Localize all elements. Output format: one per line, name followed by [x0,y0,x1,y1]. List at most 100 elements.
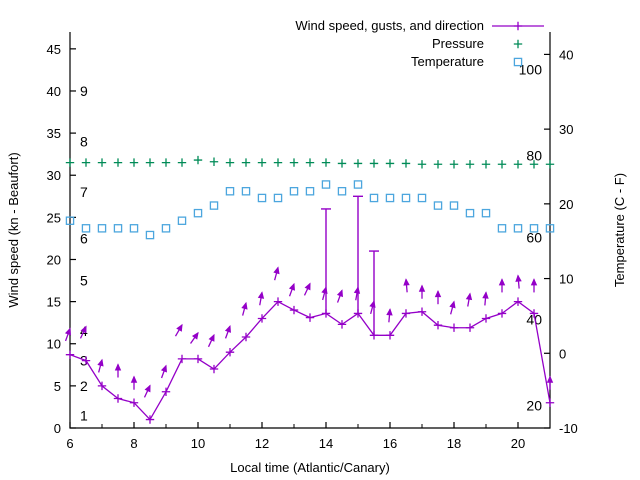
wind-direction-arrow [498,278,506,293]
legend-label: Pressure [432,36,484,51]
pressure-point [369,159,379,168]
x-tick-label: 16 [383,436,397,451]
axis-lines [69,32,551,429]
wind-direction-arrow [207,333,215,348]
wind-speed-point [241,332,251,342]
pressure-point [497,160,507,169]
wind-direction-arrow [449,300,456,315]
wind-direction-arrows [64,266,554,398]
temperature-point [337,186,347,196]
x-tick-label: 10 [191,436,205,451]
left-tick-label: 5 [54,379,61,394]
arrow-head [386,308,393,316]
arrow-head [546,375,554,383]
wind-direction-arrow [288,282,295,297]
x-tick-label: 20 [511,436,525,451]
temperature-point [65,216,75,225]
temperature-point [497,224,507,233]
temperature-point [177,216,187,225]
x-tick-label: 18 [447,436,461,451]
wind-speed-markers [65,297,555,424]
arrow-head [144,384,151,393]
temperature-point [113,224,123,233]
temperature-point [273,193,283,203]
fahrenheit-label: 80 [526,147,542,163]
pressure-point [289,158,299,167]
pressure-point [241,158,251,167]
arrow-head [465,292,473,301]
temperature-point [369,193,379,203]
arrow-head [257,291,265,299]
arrow-head [304,282,311,291]
wind-speed-point [289,305,299,315]
wind-direction-arrow [434,289,442,305]
arrow-head [369,300,376,308]
pressure-point [337,159,347,168]
y-axis-title-left: Wind speed (kn - Beaufort) [6,152,21,307]
left-tick-label: 15 [47,295,61,310]
series-temperature [65,180,555,240]
temperature-point [145,230,155,240]
legend-label: Temperature [411,54,484,69]
pressure-point [97,158,107,167]
pressure-point [177,158,187,167]
arrow-head [64,327,71,336]
wind-direction-arrow [241,301,248,316]
pressure-point [225,158,235,167]
arrow-head [80,325,87,334]
arrow-head [288,282,295,291]
left-tick-label: 25 [47,210,61,225]
temperature-point [321,180,331,189]
wind-speed-point [65,350,75,359]
wind-speed-point [177,354,187,364]
arrow-head [403,278,410,286]
left-tick-label: 40 [47,84,61,99]
arrow-head [353,286,361,294]
arrow-head [336,289,343,298]
fahrenheit-scale-labels: 20 40 60 80 100 [519,61,543,413]
temperature-point [465,208,475,218]
pressure-point [513,160,523,169]
wind-speed-point [97,381,107,391]
left-axis-ticks: 0 5 10 15 20 25 30 35 40 45 [47,42,76,436]
x-tick-label: 12 [255,436,269,451]
wind-direction-arrow [336,289,343,303]
arrow-head [449,300,456,309]
y-axis-title-right: Temperature (C - F) [612,173,627,287]
series-pressure [65,155,555,169]
temperature-point [353,180,363,189]
arrow-head [498,278,506,286]
fahrenheit-label: 60 [526,229,542,245]
arrow-head [191,331,199,340]
wind-speed-point [433,321,443,330]
wind-speed-point [545,398,555,407]
temperature-point [81,224,91,233]
pressure-point [65,158,75,167]
legend-label: Wind speed, gusts, and direction [295,18,484,33]
temperature-point [257,193,267,203]
temperature-point [161,224,171,233]
wind-direction-arrow [160,364,167,379]
pressure-point [449,160,459,169]
wind-speed-point [529,309,539,318]
legend-key-marker [513,39,523,49]
beaufort-label: 1 [80,407,88,423]
wind-direction-arrow [257,291,265,306]
temperature-point [385,193,395,203]
pressure-point [481,160,491,169]
wind-speed-point [81,356,91,365]
temperature-point [209,201,219,210]
fahrenheit-label: 20 [526,398,542,414]
wind-direction-arrow [386,308,393,323]
pressure-point [81,158,91,167]
beaufort-label: 8 [80,134,88,150]
beaufort-scale-labels: 123456789 [80,83,88,423]
arrow-head [515,274,522,282]
arrow-head [224,325,231,333]
gust-bars [321,195,379,336]
legend-key-marker [513,57,523,67]
wind-speed-point [401,309,411,318]
arrow-head [97,358,104,367]
